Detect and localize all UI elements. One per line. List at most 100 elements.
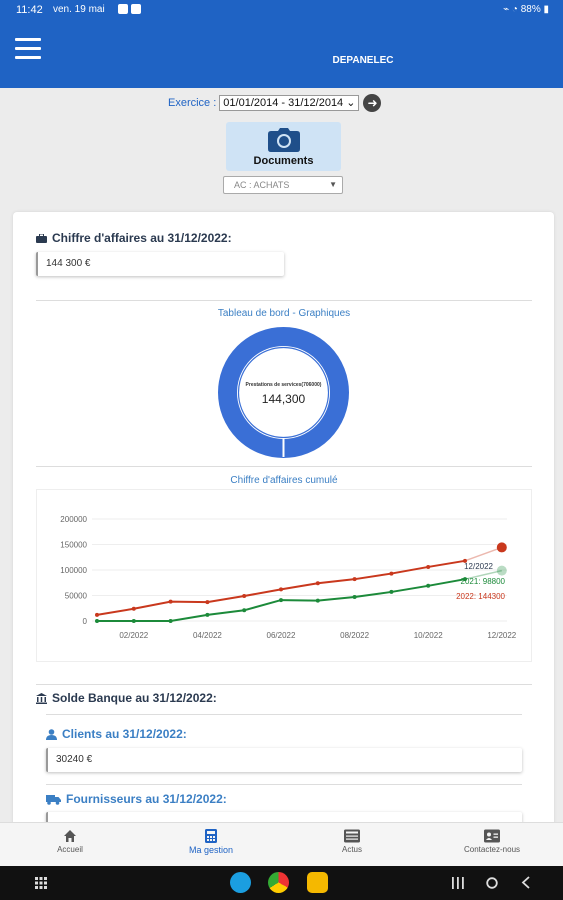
- notification-icons: [118, 4, 144, 15]
- tooltip-2022: 2022: 144300: [456, 592, 505, 601]
- chevron-down-icon: ⌄: [346, 97, 356, 109]
- x-tick-label: 02/2022: [119, 631, 148, 640]
- x-tick-label: 10/2022: [414, 631, 443, 640]
- data-point: [352, 595, 357, 600]
- cumulative-chart: 0 50000 100000 150000 200000 02/2022 04/2022 06…: [36, 489, 532, 662]
- home-button-icon[interactable]: [486, 877, 498, 889]
- y-tick-label: 100000: [60, 566, 87, 575]
- x-tick-label: 12/2022: [487, 631, 516, 640]
- y-tick-label: 0: [83, 617, 88, 626]
- data-point: [279, 587, 283, 592]
- news-icon: [344, 829, 360, 843]
- data-point: [242, 608, 247, 613]
- data-point: [463, 577, 467, 582]
- y-tick-label: 50000: [65, 592, 88, 601]
- status-bar: 11:42 ven. 19 mai ⌁ ◔ 88% ▮: [0, 0, 563, 20]
- truck-icon: [46, 794, 61, 805]
- bank-icon: [36, 692, 47, 704]
- data-point: [315, 581, 320, 586]
- apps-grid-icon[interactable]: [35, 877, 47, 889]
- x-tick-label: 04/2022: [193, 631, 222, 640]
- camera-icon: [268, 128, 300, 152]
- y-tick-label: 200000: [60, 515, 87, 524]
- donut-chart: Prestations de services(706000) 144,300: [217, 326, 350, 459]
- series-line-2021-end: [464, 569, 502, 580]
- status-right: ⌁ ◔ 88% ▮: [503, 4, 549, 15]
- data-point: [168, 619, 173, 623]
- status-time: 11:42: [16, 4, 43, 16]
- journal-select[interactable]: AC : ACHATS ▼: [223, 176, 343, 194]
- skype-icon[interactable]: [230, 872, 251, 893]
- nav-contact[interactable]: Contactez-nous: [442, 829, 542, 854]
- documents-label: Documents: [253, 155, 314, 167]
- data-point: [389, 571, 394, 576]
- x-tick-label: 08/2022: [340, 631, 369, 640]
- exercice-row: Exercice : 01/01/2014 - 31/12/2014 ⌄ ➜: [168, 94, 382, 112]
- y-tick-label: 150000: [60, 541, 87, 550]
- back-icon[interactable]: [521, 876, 531, 889]
- data-point: [131, 619, 136, 623]
- chrome-icon[interactable]: [268, 872, 289, 893]
- exercice-select[interactable]: 01/01/2014 - 31/12/2014 ⌄: [219, 95, 360, 111]
- battery-level: 88%: [520, 4, 541, 15]
- data-point: [205, 600, 210, 605]
- data-point: [352, 577, 357, 582]
- banque-title: Solde Banque au 31/12/2022:: [36, 691, 217, 705]
- documents-button[interactable]: Documents: [226, 122, 341, 171]
- menu-icon[interactable]: [15, 38, 41, 60]
- fournisseurs-title: Fournisseurs au 31/12/2022:: [46, 792, 227, 806]
- divider: [46, 784, 522, 785]
- clients-title: Clients au 31/12/2022:: [46, 727, 187, 741]
- data-point: [389, 589, 394, 594]
- chiffre-value: 144 300 €: [36, 252, 284, 276]
- home-icon: [64, 830, 76, 842]
- fournisseurs-value: [46, 812, 522, 824]
- data-point: [131, 606, 136, 611]
- chiffre-title: Chiffre d'affaires au 31/12/2022:: [36, 231, 232, 245]
- clients-title-text: Clients au 31/12/2022:: [62, 727, 187, 741]
- divider: [36, 466, 532, 467]
- status-date: ven. 19 mai: [53, 4, 105, 15]
- data-point: [95, 612, 99, 617]
- series-line-2022-end: [464, 546, 503, 562]
- data-point: [496, 542, 507, 553]
- nav-actus[interactable]: Actus: [302, 829, 402, 854]
- briefcase-icon: [36, 233, 47, 243]
- data-point: [496, 565, 507, 576]
- data-point: [315, 598, 320, 603]
- fournisseurs-title-text: Fournisseurs au 31/12/2022:: [66, 792, 227, 806]
- donut-value: 144,300: [261, 392, 306, 406]
- files-icon[interactable]: [307, 872, 328, 893]
- tooltip-period: 12/2022: [464, 562, 493, 571]
- wifi-icon: ⌁ ◔: [503, 4, 521, 15]
- banque-title-text: Solde Banque au 31/12/2022:: [52, 691, 217, 705]
- nav-label: Ma gestion: [188, 845, 234, 855]
- donut-label: Prestations de services(706000): [245, 382, 322, 388]
- data-point: [426, 564, 431, 569]
- nav-label: Contactez-nous: [463, 845, 521, 854]
- nav-label: Actus: [341, 845, 362, 854]
- data-point: [242, 594, 247, 599]
- app-title: DEPANELEC: [332, 55, 394, 66]
- nav-ma-gestion[interactable]: Ma gestion: [161, 829, 261, 855]
- data-point: [205, 612, 210, 617]
- nav-accueil[interactable]: Accueil: [20, 829, 120, 854]
- data-point: [463, 558, 467, 563]
- arrow-right-icon[interactable]: ➜: [363, 94, 382, 112]
- bottom-nav: Accueil Ma gestion Actus Contactez-nous: [0, 822, 563, 866]
- divider: [36, 300, 532, 301]
- divider: [36, 684, 532, 685]
- clients-value: 30240 €: [46, 748, 522, 772]
- dashboard-title: Tableau de bord - Graphiques: [217, 308, 351, 319]
- calculator-icon: [205, 829, 217, 843]
- user-icon: [46, 728, 57, 740]
- data-point: [168, 599, 173, 604]
- data-point: [279, 598, 283, 603]
- chevron-down-icon: ▼: [329, 180, 337, 189]
- system-nav-bar: [0, 866, 563, 900]
- chiffre-title-text: Chiffre d'affaires au 31/12/2022:: [52, 231, 232, 245]
- nav-label: Accueil: [57, 845, 83, 854]
- recent-apps-icon[interactable]: [452, 877, 464, 889]
- divider: [46, 714, 522, 715]
- journal-value: AC : ACHATS: [234, 180, 290, 190]
